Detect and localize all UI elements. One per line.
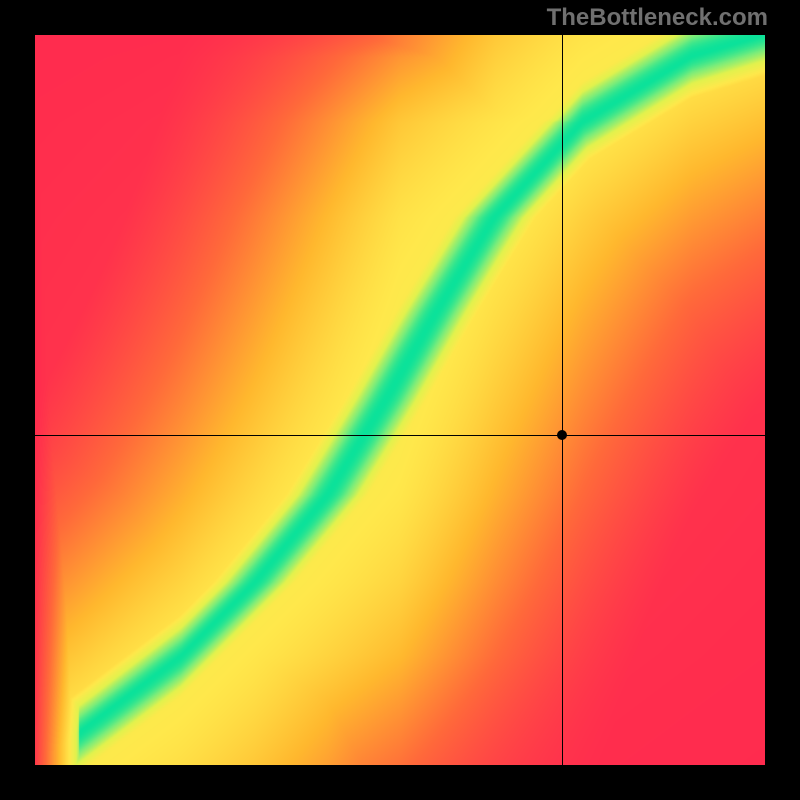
heatmap-canvas bbox=[35, 35, 765, 765]
watermark-text: TheBottleneck.com bbox=[547, 4, 768, 32]
crosshair-vertical bbox=[562, 35, 563, 765]
plot-area bbox=[35, 35, 765, 765]
crosshair-horizontal bbox=[35, 435, 765, 436]
